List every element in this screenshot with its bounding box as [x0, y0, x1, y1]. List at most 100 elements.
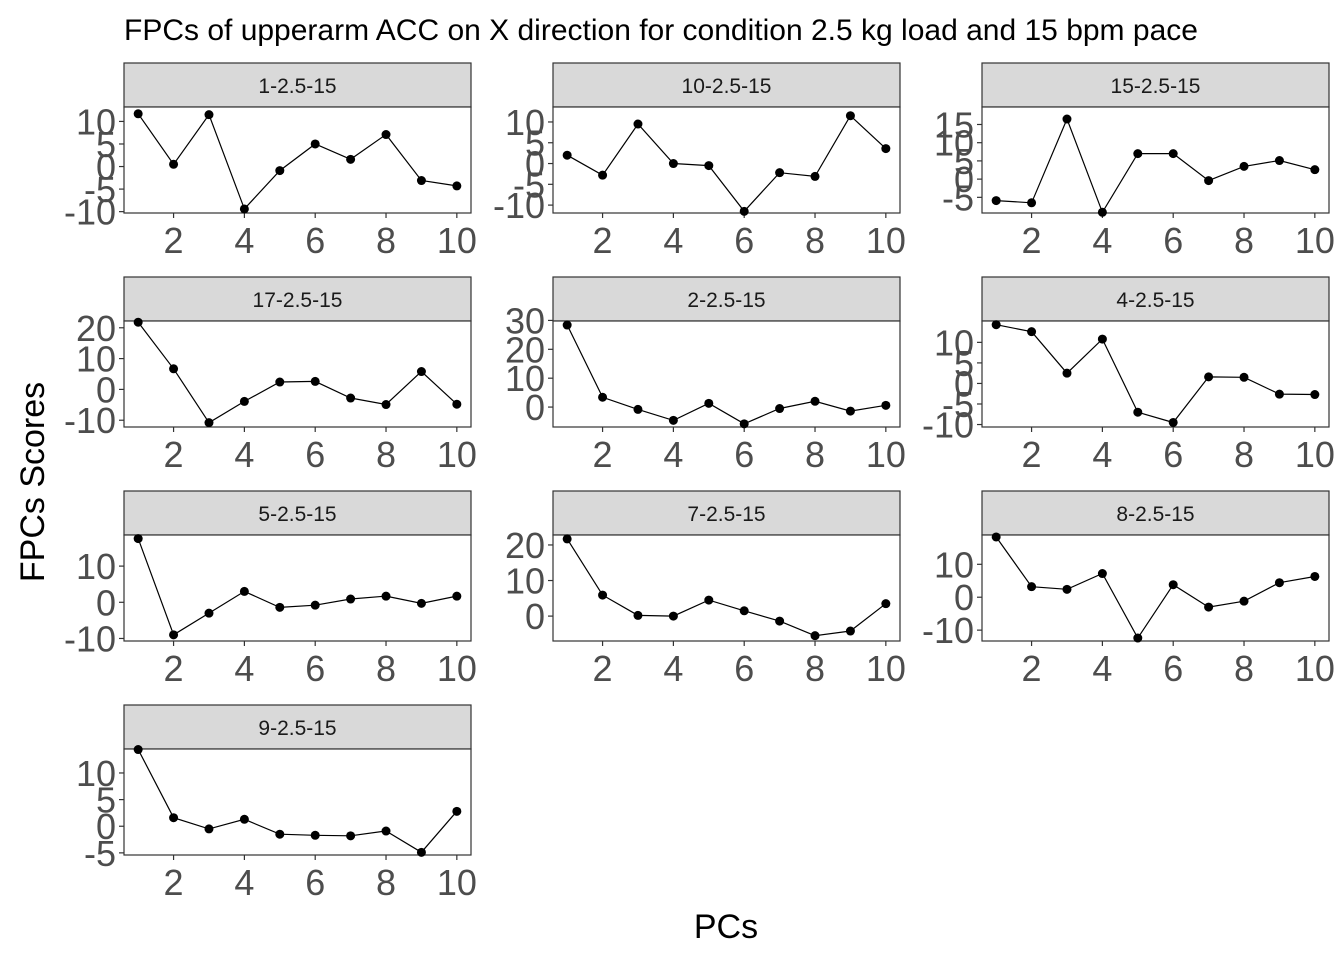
data-point [562, 320, 572, 330]
data-point [1097, 207, 1107, 217]
x-tick-label: 2 [164, 434, 184, 475]
data-point [346, 594, 356, 604]
y-tick-label: 0 [954, 159, 974, 200]
y-tick-label: 10 [76, 339, 116, 380]
series-line [566, 114, 887, 213]
data-point [881, 144, 891, 154]
y-tick-label: 10 [505, 102, 545, 143]
x-tick-label: 10 [1295, 220, 1335, 261]
data-point [1310, 165, 1320, 175]
y-tick-label: 0 [954, 577, 974, 618]
data-point [169, 364, 179, 374]
x-tick-label: 4 [663, 648, 683, 689]
y-tick-label: 0 [96, 369, 116, 410]
panel-strip-label: 9-2.5-15 [258, 717, 336, 740]
x-tick-label: 8 [376, 434, 396, 475]
data-point [239, 814, 249, 824]
y-tick-label: 0 [525, 387, 545, 428]
data-point [310, 600, 320, 610]
y-tick-label: 10 [76, 101, 116, 142]
data-point [133, 534, 143, 544]
panel-border [123, 320, 472, 428]
x-tick-label: 6 [734, 648, 754, 689]
data-point [668, 415, 678, 425]
x-tick-label: 4 [234, 862, 254, 903]
data-point [598, 392, 608, 402]
data-point [204, 110, 214, 120]
data-point [1133, 149, 1143, 159]
x-tick-label: 10 [1295, 648, 1335, 689]
x-tick-label: 6 [1163, 434, 1183, 475]
data-point [275, 377, 285, 387]
y-tick-label: -10 [922, 405, 974, 446]
panel-border [123, 106, 472, 214]
y-tick-label: -10 [64, 618, 116, 659]
series-line [566, 538, 887, 637]
data-point [239, 586, 249, 596]
panel-strip [552, 276, 901, 322]
x-tick-label: 4 [234, 648, 254, 689]
x-tick-label: 2 [593, 434, 613, 475]
panel-border [123, 534, 472, 642]
y-tick-label: 0 [96, 147, 116, 188]
panel-border [981, 106, 1330, 214]
panel-border [981, 534, 1330, 642]
y-tick-label: 20 [505, 329, 545, 370]
x-axis-title: PCs [694, 908, 758, 946]
y-tick-label: 10 [934, 322, 974, 363]
data-point [346, 154, 356, 164]
data-point [133, 745, 143, 755]
data-point [310, 376, 320, 386]
panel-border [552, 534, 901, 642]
data-point [346, 831, 356, 841]
x-tick-label: 2 [593, 220, 613, 261]
data-point [845, 406, 855, 416]
data-point [204, 418, 214, 428]
x-tick-label: 2 [164, 862, 184, 903]
series-line [995, 536, 1315, 640]
data-point [810, 171, 820, 181]
x-tick-label: 10 [437, 220, 477, 261]
data-point [381, 591, 391, 601]
x-tick-label: 4 [234, 220, 254, 261]
data-point [1239, 596, 1249, 606]
x-tick-label: 8 [1234, 648, 1254, 689]
data-point [775, 168, 785, 178]
series-line [137, 538, 457, 636]
y-tick-label: -5 [513, 164, 545, 205]
data-point [1168, 417, 1178, 427]
x-tick-label: 2 [593, 648, 613, 689]
data-point [881, 400, 891, 410]
panel-strip-label: 17-2.5-15 [253, 289, 343, 312]
data-point [452, 399, 462, 409]
data-point [169, 813, 179, 823]
y-tick-label: -5 [942, 177, 974, 218]
x-tick-label: 6 [1163, 648, 1183, 689]
data-point [562, 534, 572, 544]
data-point [275, 602, 285, 612]
panel-strip-label: 5-2.5-15 [258, 503, 336, 526]
data-point [416, 367, 426, 377]
y-axis-title: FPCs Scores [14, 382, 52, 582]
data-point [1062, 584, 1072, 594]
data-point [668, 611, 678, 621]
data-point [1168, 580, 1178, 590]
data-point [562, 150, 572, 160]
panel-strip-label: 15-2.5-15 [1111, 75, 1201, 98]
y-tick-label: 0 [954, 363, 974, 404]
x-tick-label: 4 [234, 434, 254, 475]
data-point [598, 170, 608, 180]
panel-strip-label: 4-2.5-15 [1116, 289, 1194, 312]
data-point [1133, 407, 1143, 417]
series-line [137, 321, 458, 424]
x-tick-label: 4 [1092, 648, 1112, 689]
series-line [137, 113, 457, 211]
data-point [133, 109, 143, 119]
panel-strip-label: 10-2.5-15 [682, 75, 772, 98]
